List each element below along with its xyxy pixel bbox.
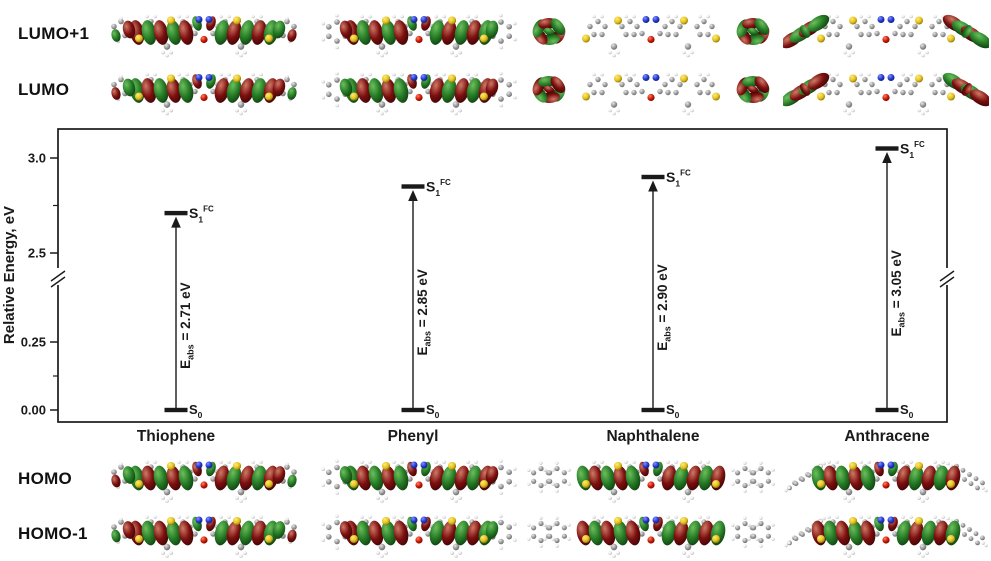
energy-level-diagram: 0.00 0.25 2.5 3.0 Relative Energy, eV S0 S1FC E… [1, 128, 955, 445]
svg-text:Thiophene: Thiophene [137, 428, 216, 445]
svg-text:Naphthalene: Naphthalene [606, 428, 699, 445]
orbital-image-lumo-phenyl [315, 63, 523, 123]
orbital-image-lumo-plus-1-naphthalene [527, 5, 775, 65]
orbital-image-homo-anthracene [783, 451, 989, 510]
svg-text:S0: S0 [900, 402, 914, 420]
svg-text:S1FC: S1FC [666, 169, 691, 189]
orbital-image-homo-1-naphthalene [527, 506, 775, 561]
svg-text:Phenyl: Phenyl [388, 428, 439, 445]
svg-text:3.0: 3.0 [28, 151, 46, 166]
orbital-image-lumo-anthracene [780, 63, 991, 123]
y-axis: 0.00 0.25 2.5 3.0 Relative Energy, eV [1, 151, 58, 418]
orbital-image-lumo-plus-1-thiophene [98, 5, 310, 65]
svg-text:S0: S0 [666, 402, 680, 420]
transition-thiophene: S0 S1FC Eabs = 2.71 eV [164, 205, 214, 420]
svg-text:0.00: 0.00 [21, 403, 46, 418]
axis-break [50, 268, 66, 288]
plot-box [57, 128, 948, 423]
svg-text:Eabs = 3.05 eV: Eabs = 3.05 eV [889, 250, 907, 336]
transition-naphthalene: S0 S1FC Eabs = 2.90 eV [641, 169, 691, 420]
label-homo: HOMO [18, 469, 73, 488]
label-homo-1: HOMO-1 [18, 524, 88, 543]
orbital-image-homo-phenyl [315, 451, 523, 510]
svg-text:S0: S0 [189, 402, 203, 420]
orbital-image-homo-1-phenyl [315, 506, 523, 561]
svg-text:S0: S0 [426, 402, 440, 420]
transition-phenyl: S0 S1FC Eabs = 2.85 eV [401, 178, 451, 420]
label-lumo: LUMO [18, 80, 70, 99]
svg-text:S1FC: S1FC [189, 205, 214, 225]
orbital-image-lumo-naphthalene [527, 63, 775, 123]
orbital-image-lumo-plus-1-anthracene [780, 5, 991, 65]
y-axis-title: Relative Energy, eV [1, 206, 18, 344]
svg-text:S1FC: S1FC [900, 140, 925, 160]
svg-text:Eabs = 2.90 eV: Eabs = 2.90 eV [655, 264, 673, 350]
orbital-image-homo-1-thiophene [98, 506, 310, 561]
svg-text:Eabs = 2.71 eV: Eabs = 2.71 eV [178, 282, 196, 368]
orbital-image-lumo-plus-1-phenyl [315, 5, 523, 65]
svg-text:0.25: 0.25 [21, 335, 46, 350]
orbital-image-homo-naphthalene [527, 451, 775, 510]
transition-anthracene: S0 S1FC Eabs = 3.05 eV [875, 140, 925, 420]
svg-text:Eabs = 2.85 eV: Eabs = 2.85 eV [415, 269, 433, 355]
label-lumo-plus-1: LUMO+1 [18, 24, 90, 43]
svg-text:Anthracene: Anthracene [844, 428, 930, 445]
orbital-image-homo-thiophene [98, 451, 310, 510]
svg-text:2.5: 2.5 [28, 246, 46, 261]
axis-break [939, 268, 955, 288]
svg-text:S1FC: S1FC [426, 178, 451, 198]
orbital-image-homo-1-anthracene [783, 506, 989, 561]
x-category-labels: Thiophene Phenyl Naphthalene Anthracene [137, 428, 930, 445]
orbital-image-lumo-thiophene [98, 63, 310, 123]
